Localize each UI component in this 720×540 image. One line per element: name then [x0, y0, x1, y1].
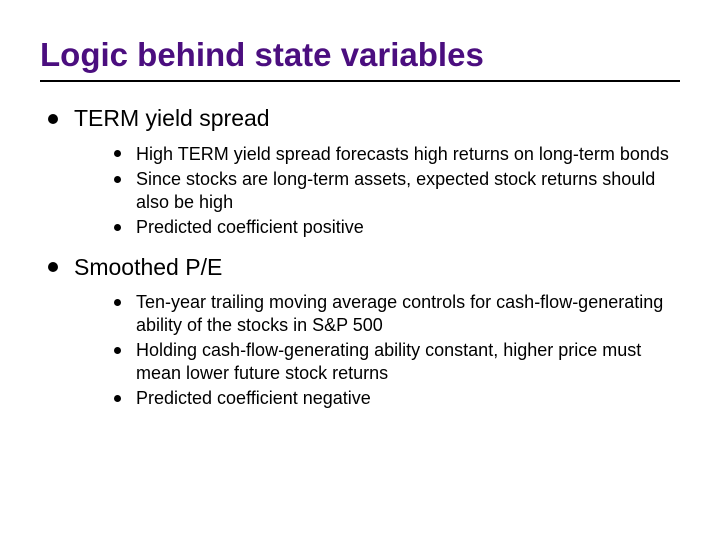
- list-item-label: Predicted coefficient positive: [136, 217, 364, 237]
- list-item-label: Smoothed P/E: [74, 254, 222, 280]
- list-item-label: TERM yield spread: [74, 105, 270, 131]
- list-item-label: Since stocks are long-term assets, expec…: [136, 169, 655, 212]
- list-item: Holding cash-flow-generating ability con…: [114, 339, 680, 384]
- list-item-label: Holding cash-flow-generating ability con…: [136, 340, 641, 383]
- list-item: High TERM yield spread forecasts high re…: [114, 143, 680, 166]
- title-underline: [40, 80, 680, 82]
- list-item: Predicted coefficient negative: [114, 387, 680, 410]
- list-item: Predicted coefficient positive: [114, 216, 680, 239]
- bullet-list-level1: TERM yield spread High TERM yield spread…: [40, 104, 680, 410]
- list-item-label: High TERM yield spread forecasts high re…: [136, 144, 669, 164]
- list-item-label: Ten-year trailing moving average control…: [136, 292, 663, 335]
- slide-title: Logic behind state variables: [40, 36, 680, 74]
- list-item: TERM yield spread High TERM yield spread…: [40, 104, 680, 239]
- bullet-list-level2: High TERM yield spread forecasts high re…: [74, 143, 680, 239]
- list-item: Smoothed P/E Ten-year trailing moving av…: [40, 253, 680, 410]
- list-item-label: Predicted coefficient negative: [136, 388, 371, 408]
- list-item: Ten-year trailing moving average control…: [114, 291, 680, 336]
- bullet-list-level2: Ten-year trailing moving average control…: [74, 291, 680, 410]
- list-item: Since stocks are long-term assets, expec…: [114, 168, 680, 213]
- slide: Logic behind state variables TERM yield …: [0, 0, 720, 540]
